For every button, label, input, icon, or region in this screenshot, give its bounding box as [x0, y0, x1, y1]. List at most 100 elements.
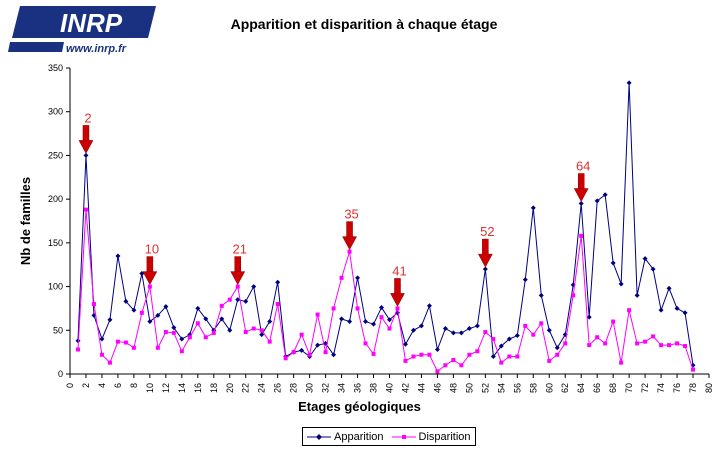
- point-disparition: [163, 330, 168, 335]
- y-tick-label: 150: [48, 238, 63, 248]
- point-disparition: [571, 293, 576, 298]
- x-tick-label: 62: [560, 383, 570, 393]
- point-apparition: [219, 316, 225, 322]
- x-tick-label: 4: [97, 383, 107, 388]
- point-disparition: [587, 343, 592, 348]
- point-disparition: [299, 332, 304, 337]
- point-apparition: [522, 277, 528, 283]
- point-apparition: [482, 266, 488, 272]
- arrow-shaft: [346, 221, 353, 238]
- y-tick-label: 0: [58, 369, 63, 379]
- point-disparition: [155, 345, 160, 350]
- point-disparition: [259, 328, 264, 333]
- annotation-label: 2: [84, 110, 91, 125]
- point-disparition: [651, 334, 656, 339]
- x-tick-label: 24: [257, 383, 267, 393]
- point-disparition: [419, 352, 424, 357]
- x-tick-label: 6: [113, 383, 123, 388]
- legend-swatch-disparition: [391, 434, 416, 439]
- y-axis-label: Nb de familles: [18, 177, 33, 265]
- arrow-head: [230, 271, 246, 286]
- x-tick-label: 42: [400, 383, 410, 393]
- point-apparition: [498, 343, 504, 349]
- point-apparition: [474, 323, 480, 329]
- annotation-label: 35: [344, 207, 358, 222]
- point-apparition: [682, 310, 688, 316]
- point-disparition: [691, 367, 696, 372]
- point-disparition: [603, 341, 608, 346]
- annotation-label: 10: [145, 242, 159, 257]
- x-tick-label: 44: [416, 383, 426, 393]
- arrow-shaft: [394, 278, 401, 295]
- annotation-arrow: [477, 238, 493, 268]
- point-disparition: [387, 326, 392, 331]
- point-apparition: [371, 321, 377, 327]
- point-apparition: [530, 205, 536, 211]
- x-tick-label: 76: [672, 383, 682, 393]
- x-tick-label: 60: [544, 383, 554, 393]
- point-disparition: [667, 343, 672, 348]
- point-apparition: [155, 312, 161, 318]
- point-disparition: [619, 360, 624, 365]
- x-axis-label: Etages géologiques: [298, 399, 421, 414]
- y-tick-label: 250: [48, 150, 63, 160]
- point-disparition: [267, 339, 272, 344]
- point-apparition: [147, 319, 153, 325]
- x-tick-label: 50: [464, 383, 474, 393]
- point-apparition: [363, 319, 369, 325]
- point-apparition: [578, 201, 584, 207]
- point-apparition: [227, 327, 233, 333]
- y-tick-label: 300: [48, 107, 63, 117]
- point-apparition: [602, 192, 608, 198]
- point-disparition: [579, 233, 584, 238]
- x-tick-label: 40: [385, 383, 395, 393]
- arrow-head: [573, 188, 589, 203]
- point-disparition: [227, 297, 232, 302]
- point-disparition: [555, 352, 560, 357]
- point-disparition: [627, 308, 632, 313]
- x-tick-label: 8: [129, 383, 139, 388]
- point-apparition: [123, 298, 129, 304]
- point-disparition: [611, 319, 616, 324]
- point-disparition: [547, 358, 552, 363]
- point-apparition: [666, 285, 672, 291]
- arrow-head: [390, 293, 405, 307]
- point-apparition: [355, 275, 361, 281]
- point-disparition: [451, 358, 456, 363]
- point-disparition: [187, 335, 192, 340]
- point-disparition: [515, 354, 520, 359]
- point-disparition: [403, 358, 408, 363]
- arrow-shaft: [82, 125, 90, 142]
- x-tick-label: 66: [592, 383, 602, 393]
- x-tick-label: 64: [576, 383, 586, 393]
- point-apparition: [83, 152, 89, 158]
- point-disparition: [123, 340, 128, 345]
- x-tick-label: 18: [209, 383, 219, 393]
- point-disparition: [211, 330, 216, 335]
- point-disparition: [339, 275, 344, 280]
- point-apparition: [618, 281, 624, 287]
- point-disparition: [307, 352, 312, 357]
- point-disparition: [427, 352, 432, 357]
- x-tick-label: 78: [688, 383, 698, 393]
- point-disparition: [219, 303, 224, 308]
- y-tick-label: 50: [53, 325, 63, 335]
- point-disparition: [235, 284, 240, 289]
- point-disparition: [195, 321, 200, 326]
- series-line-disparition: [77, 209, 694, 373]
- point-disparition: [395, 306, 400, 311]
- point-disparition: [635, 341, 640, 346]
- point-apparition: [387, 317, 392, 323]
- x-tick-label: 36: [353, 383, 363, 393]
- point-disparition: [483, 330, 488, 335]
- point-apparition: [243, 298, 249, 304]
- x-tick-label: 22: [241, 383, 251, 393]
- point-disparition: [643, 339, 648, 344]
- inrp-logo: INRP www.inrp.fr: [8, 4, 158, 56]
- point-apparition: [546, 327, 552, 333]
- point-disparition: [411, 354, 416, 359]
- point-apparition: [331, 352, 337, 358]
- point-apparition: [434, 347, 440, 353]
- point-apparition: [203, 316, 209, 322]
- point-disparition: [251, 326, 256, 331]
